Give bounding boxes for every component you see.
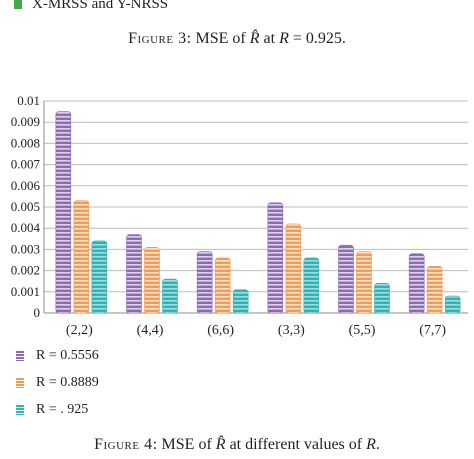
legend-item: R = 0.8889 [16,369,99,396]
y-tick-label: 0.01 [17,93,40,108]
y-tick-label: 0.005 [11,199,40,214]
bar [374,283,390,314]
bar [303,257,320,314]
y-tick-label: 0.008 [11,135,40,150]
legend-swatch [16,377,24,388]
y-tick-label: 0.006 [11,178,41,193]
legend-swatch [14,0,22,9]
x-tick-label: (4,4) [137,323,164,338]
caption-symbol: R̂ [215,436,226,453]
legend-swatch [16,404,24,415]
bar [426,266,443,314]
bar [196,251,213,314]
caption-var: R [279,30,289,47]
bar [55,111,72,314]
y-tick-label: 0.001 [11,284,40,299]
x-tick-label: (7,7) [419,323,446,338]
chart-legend: R = 0.5556 R = 0.8889 R = . 925 [16,342,99,423]
y-tick-label: 0 [34,305,41,320]
x-tick-label: (2,2) [66,323,93,338]
bar [356,251,372,314]
y-tick-label: 0.003 [11,241,40,256]
top-legend-item: X-MRSS and Y-NRSS [14,0,168,14]
caption-prefix: Figure 3: [128,30,192,47]
bar [91,240,108,314]
figure-4-caption: Figure 4: MSE of R̂ at different values … [0,436,474,454]
bar [162,278,178,314]
bar [73,200,90,314]
bar [267,202,284,314]
bar [338,244,354,314]
legend-label: R = 0.8889 [36,374,99,390]
caption-text: . [375,436,380,453]
x-tick-label: (3,3) [278,323,305,338]
x-tick-label: (6,6) [207,323,234,338]
bar [214,257,231,314]
bar-chart: 0 0.001 0.002 0.003 0.004 0.005 0.006 0.007 0.00… [11,93,468,338]
figure-3-caption: Figure 3: MSE of R̂ at R = 0.925. [0,30,474,48]
legend-label: R = 0.5556 [36,347,99,363]
y-tick-label: 0.002 [11,263,40,278]
y-tick-label: 0.009 [11,114,40,129]
caption-prefix: Figure 4: [94,436,158,453]
caption-text: MSE of [195,30,250,47]
bar [232,289,249,314]
caption-text: at [259,30,280,47]
legend-item: R = . 925 [16,396,99,423]
bar [126,234,142,314]
caption-text: = 0.925. [288,30,346,47]
bar [408,253,425,314]
caption-text: MSE of [161,436,216,453]
caption-text: at different values of [225,436,367,453]
legend-swatch [16,350,24,361]
y-tick-label: 0.007 [11,157,41,172]
legend-item: R = 0.5556 [16,342,99,369]
bar [444,295,461,314]
bar [144,246,160,314]
bar [285,223,302,314]
caption-symbol: R̂ [249,30,260,47]
y-tick-label: 0.004 [11,220,41,235]
top-legend-label: X-MRSS and Y-NRSS [32,0,169,12]
legend-label: R = . 925 [36,401,89,417]
x-tick-label: (5,5) [349,323,376,338]
caption-var: R [366,436,376,453]
